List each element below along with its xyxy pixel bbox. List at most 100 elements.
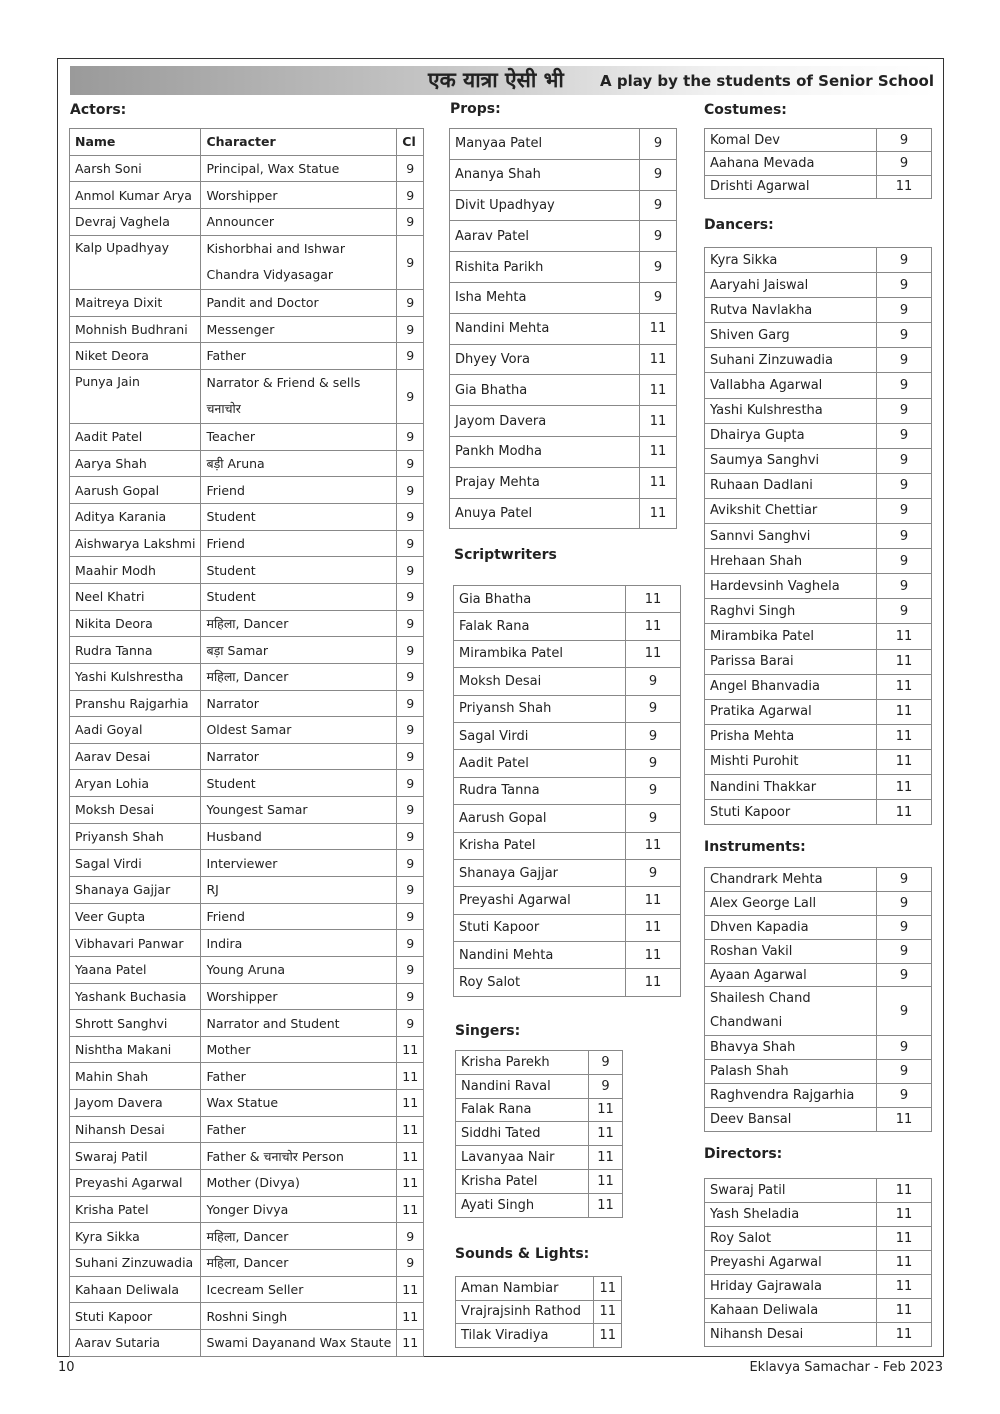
class-number: 9	[639, 281, 677, 314]
scriptwriters-row: Moksh Desai 9	[453, 667, 681, 696]
student-name: Hardevsinh Vaghela	[704, 573, 877, 600]
student-name: Isha Mehta	[449, 281, 640, 314]
student-name: Hrehaan Shah	[704, 548, 877, 575]
instruments-row: Deev Bansal 11	[704, 1106, 932, 1132]
class-number: 9	[639, 128, 677, 160]
column-header-character: Character	[200, 128, 398, 156]
student-name: Bhavya Shah	[704, 1035, 877, 1061]
class-number: 11	[876, 799, 932, 826]
scriptwriters-row: Mirambika Patel 11	[453, 639, 681, 669]
class-number: 9	[396, 423, 425, 451]
actor-name: Punya Jain	[68, 368, 202, 425]
student-name: Angel Bhanvadia	[704, 673, 877, 700]
actor-row: Preyashi Agarwal Mother (Divya) 11	[68, 1169, 425, 1197]
student-name: Alex George Lall	[704, 890, 877, 916]
character-name: Icecream Seller	[200, 1275, 398, 1304]
props-row: Anuya Patel 11	[449, 497, 677, 530]
props-row: Nandini Mehta 11	[449, 312, 677, 345]
class-number: 11	[639, 374, 677, 407]
instruments-row: Ayaan Agarwal 9	[704, 962, 932, 988]
character-name: Narrator and Student	[200, 1009, 398, 1037]
singers-row: Krisha Patel 11	[455, 1168, 623, 1194]
actor-name: Sagal Virdi	[68, 849, 202, 877]
props-row: Manyaa Patel 9	[449, 128, 677, 160]
actor-name: Shrott Sanghvi	[68, 1009, 202, 1037]
student-name: Falak Rana	[455, 1097, 589, 1123]
actor-row: Maahir Modh Student 9	[68, 556, 425, 584]
student-name: Nihansh Desai	[704, 1322, 877, 1347]
actor-row: Swaraj Patil Father & चनाचोर Person 11	[68, 1142, 425, 1171]
student-name: Yash Sheladia	[704, 1202, 877, 1227]
column-header-name: Name	[68, 128, 202, 156]
sounds-table: Aman Nambiar 11 Vrajrajsinh Rathod 11 Tilak …	[454, 1276, 622, 1348]
class-number: 9	[639, 189, 677, 222]
actors-heading: Actors:	[70, 102, 127, 118]
student-name: Prajay Mehta	[449, 466, 640, 499]
student-name: Aahana Mevada	[704, 151, 877, 176]
student-name: Roy Salot	[453, 968, 626, 997]
class-number: 11	[396, 1195, 425, 1224]
sounds-row: Aman Nambiar 11	[454, 1276, 622, 1301]
class-number: 9	[588, 1050, 623, 1075]
student-name: Sagal Virdi	[453, 721, 626, 751]
class-number: 9	[588, 1073, 623, 1099]
character-name: Pandit and Doctor	[200, 288, 398, 317]
class-number: 9	[876, 447, 932, 474]
character-name: Friend	[200, 529, 398, 558]
actor-name: Vibhavari Panwar	[68, 929, 202, 957]
character-name: Father	[200, 1115, 398, 1144]
class-number: 11	[396, 1328, 425, 1357]
scriptwriters-row: Stuti Kapoor 11	[453, 913, 681, 943]
directors-row: Kahaan Deliwala 11	[704, 1298, 932, 1323]
student-name: Aarav Patel	[449, 220, 640, 253]
student-name: Moksh Desai	[453, 667, 626, 696]
dancers-row: Vallabha Agarwal 9	[704, 372, 932, 399]
character-name: महिला, Dancer	[200, 1222, 398, 1250]
class-number: 9	[396, 476, 425, 505]
actor-name: Jayom Davera	[68, 1089, 202, 1117]
student-name: Shailesh Chand Chandwani	[704, 986, 877, 1037]
class-number: 9	[396, 822, 425, 851]
class-number: 9	[876, 914, 932, 940]
student-name: Aarush Gopal	[453, 804, 626, 833]
student-name: Nandini Thakkar	[704, 773, 877, 801]
props-row: Dhyey Vora 11	[449, 343, 677, 376]
class-number: 11	[593, 1323, 622, 1348]
scriptwriters-table: Gia Bhatha 11 Falak Rana 11 Mirambika Patel 1…	[453, 584, 681, 997]
class-number: 9	[876, 322, 932, 349]
scriptwriters-row: Shanaya Gajjar 9	[453, 858, 681, 888]
dancers-heading: Dancers:	[704, 217, 774, 233]
dancers-row: Hrehaan Shah 9	[704, 548, 932, 575]
actor-name: Kyra Sikka	[68, 1222, 202, 1250]
class-number: 9	[396, 181, 425, 209]
dancers-row: Parissa Barai 11	[704, 648, 932, 675]
actor-name: Kahaan Deliwala	[68, 1275, 202, 1304]
actor-row: Aadi Goyal Oldest Samar 9	[68, 716, 425, 744]
character-name: Yonger Divya	[200, 1195, 398, 1224]
instruments-row: Alex George Lall 9	[704, 890, 932, 916]
column-header-class: Cl	[396, 128, 425, 156]
student-name: Roy Salot	[704, 1226, 877, 1251]
actor-row: Kyra Sikka महिला, Dancer 9	[68, 1222, 425, 1250]
dancers-row: Saumya Sanghvi 9	[704, 447, 932, 474]
costumes-table: Komal Dev 9 Aahana Mevada 9 Drishti Agarwal 1…	[704, 127, 932, 199]
class-number: 11	[396, 1275, 425, 1304]
character-name: Interviewer	[200, 849, 398, 877]
props-row: Aarav Patel 9	[449, 220, 677, 253]
publication-footer: Eklavya Samachar - Feb 2023	[749, 1360, 943, 1375]
actor-name: Maitreya Dixit	[68, 288, 202, 317]
character-name: Principal, Wax Statue	[200, 154, 398, 183]
class-number: 9	[876, 127, 932, 153]
class-number: 11	[876, 673, 932, 700]
actor-name: Rudra Tanna	[68, 636, 202, 664]
character-name: Mother	[200, 1035, 398, 1064]
actor-row: Aditya Karania Student 9	[68, 503, 425, 531]
play-title: एक यात्रा ऐसी भी	[428, 67, 564, 92]
student-name: Saumya Sanghvi	[704, 447, 877, 474]
character-name: महिला, Dancer	[200, 609, 398, 638]
actor-row: Jayom Davera Wax Statue 11	[68, 1089, 425, 1117]
directors-row: Yash Sheladia 11	[704, 1202, 932, 1227]
page-frame	[57, 58, 944, 1357]
class-number: 9	[876, 548, 932, 575]
character-name: Student	[200, 769, 398, 798]
